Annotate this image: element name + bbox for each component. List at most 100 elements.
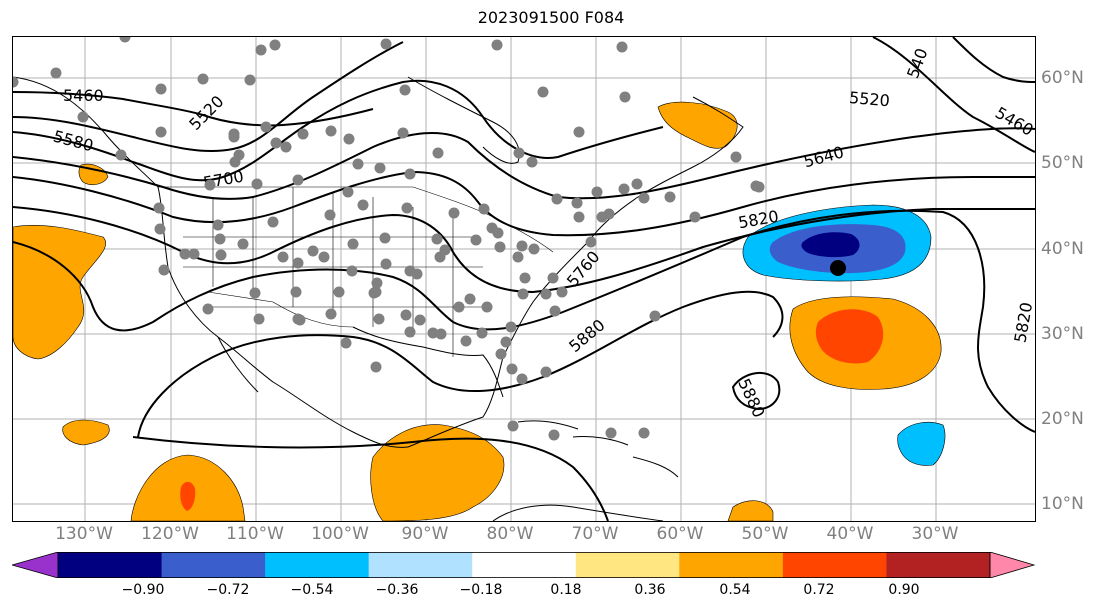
- station-marker: [478, 203, 490, 215]
- colorbar-segment: [472, 552, 577, 578]
- lat-label: 40°N: [1041, 239, 1084, 259]
- station-marker: [439, 244, 451, 256]
- station-marker: [325, 308, 337, 320]
- lon-label: 120°W: [141, 524, 199, 544]
- colorbar-segment: [575, 552, 680, 578]
- station-marker: [244, 74, 256, 86]
- contour-label: 540: [903, 46, 931, 81]
- station-marker: [228, 128, 240, 140]
- station-marker: [506, 363, 518, 375]
- south-america-coast: [492, 504, 664, 521]
- station-marker: [540, 366, 552, 378]
- station-marker: [343, 133, 355, 145]
- colorbar-tick-label: 0.18: [550, 582, 582, 598]
- station-marker: [318, 251, 330, 263]
- colorbar-tick-label: 0.72: [803, 582, 835, 598]
- station-marker: [188, 248, 200, 260]
- colorbar-tick-label: 0.54: [719, 582, 751, 598]
- lat-label: 60°N: [1041, 68, 1084, 88]
- station-marker: [229, 156, 241, 168]
- station-marker: [158, 264, 170, 276]
- station-marker: [486, 222, 498, 234]
- station-marker: [664, 191, 676, 203]
- station-marker: [115, 149, 127, 161]
- contour-5460-east: [872, 37, 1035, 153]
- station-marker: [730, 151, 742, 163]
- map-panel: 5460 5520 5580 5700 5760 5820 5880 5880 …: [12, 36, 1036, 522]
- colorbar-tick-label: −0.18: [459, 582, 503, 598]
- station-marker: [255, 44, 267, 56]
- station-marker: [342, 186, 354, 198]
- station-marker: [619, 91, 631, 103]
- station-marker: [404, 265, 416, 277]
- station-marker: [397, 127, 409, 139]
- north-america-west-coast: [13, 76, 409, 448]
- station-marker: [197, 73, 209, 85]
- station-marker: [280, 141, 292, 153]
- station-marker: [435, 328, 447, 340]
- contour-5400-east: [952, 37, 1035, 83]
- contour-label: 5880: [565, 315, 608, 356]
- contour-5820: [13, 209, 1035, 433]
- station-marker: [251, 178, 263, 190]
- station-marker: [204, 179, 216, 191]
- map-title: 2023091500 F084: [477, 8, 625, 27]
- station-marker: [603, 208, 615, 220]
- station-marker: [638, 192, 650, 204]
- map-canvas: 5460 5520 5580 5700 5760 5820 5880 5880 …: [13, 37, 1035, 521]
- station-marker: [399, 84, 411, 96]
- station-marker: [605, 427, 617, 439]
- station-marker: [270, 137, 282, 149]
- colorbar-segment: [58, 552, 163, 578]
- lat-label: 50°N: [1041, 153, 1084, 173]
- station-marker: [638, 427, 650, 439]
- station-marker: [307, 245, 319, 257]
- station-marker: [50, 67, 62, 79]
- station-marker: [249, 287, 261, 299]
- station-marker: [371, 277, 383, 289]
- colorbar-tick-label: −0.54: [290, 582, 334, 598]
- station-marker: [500, 336, 512, 348]
- lon-label: 90°W: [401, 524, 449, 544]
- station-marker: [290, 286, 302, 298]
- station-marker: [476, 327, 488, 339]
- station-marker: [253, 313, 265, 325]
- station-marker: [573, 211, 585, 223]
- station-markers: [13, 37, 765, 441]
- station-marker: [277, 251, 289, 263]
- station-marker: [505, 321, 517, 333]
- station-marker: [432, 147, 444, 159]
- station-marker: [631, 178, 643, 190]
- lon-label: 100°W: [311, 524, 369, 544]
- pacific-strong-positive-area: [180, 481, 196, 511]
- station-marker: [689, 211, 701, 223]
- gulf-coast: [352, 326, 504, 398]
- station-marker: [448, 207, 460, 219]
- contour-label: 5820: [1010, 301, 1035, 344]
- station-marker: [267, 216, 279, 228]
- station-marker: [517, 288, 529, 300]
- lat-label: 10°N: [1041, 494, 1084, 514]
- colorbar-tick-label: 0.36: [634, 582, 666, 598]
- station-marker: [571, 197, 583, 209]
- station-marker: [453, 301, 465, 313]
- station-marker: [260, 121, 272, 133]
- station-marker: [269, 39, 281, 51]
- south-atlantic-negative-area: [897, 422, 946, 466]
- station-marker: [591, 186, 603, 198]
- station-marker: [616, 41, 628, 53]
- station-marker: [464, 293, 476, 305]
- station-marker: [513, 147, 525, 159]
- lon-label: 110°W: [226, 524, 284, 544]
- station-marker: [618, 183, 630, 195]
- station-marker: [292, 174, 304, 186]
- colorbar-under-arrow: [12, 552, 59, 578]
- station-marker: [237, 238, 249, 250]
- atlantic-negative-strong-area: [801, 232, 860, 258]
- alaska-positive-area: [78, 163, 109, 186]
- station-marker: [380, 38, 392, 50]
- canada-positive-area: [657, 101, 738, 149]
- colorbar-segment: [886, 552, 991, 578]
- station-marker: [549, 305, 561, 317]
- station-marker: [155, 126, 167, 138]
